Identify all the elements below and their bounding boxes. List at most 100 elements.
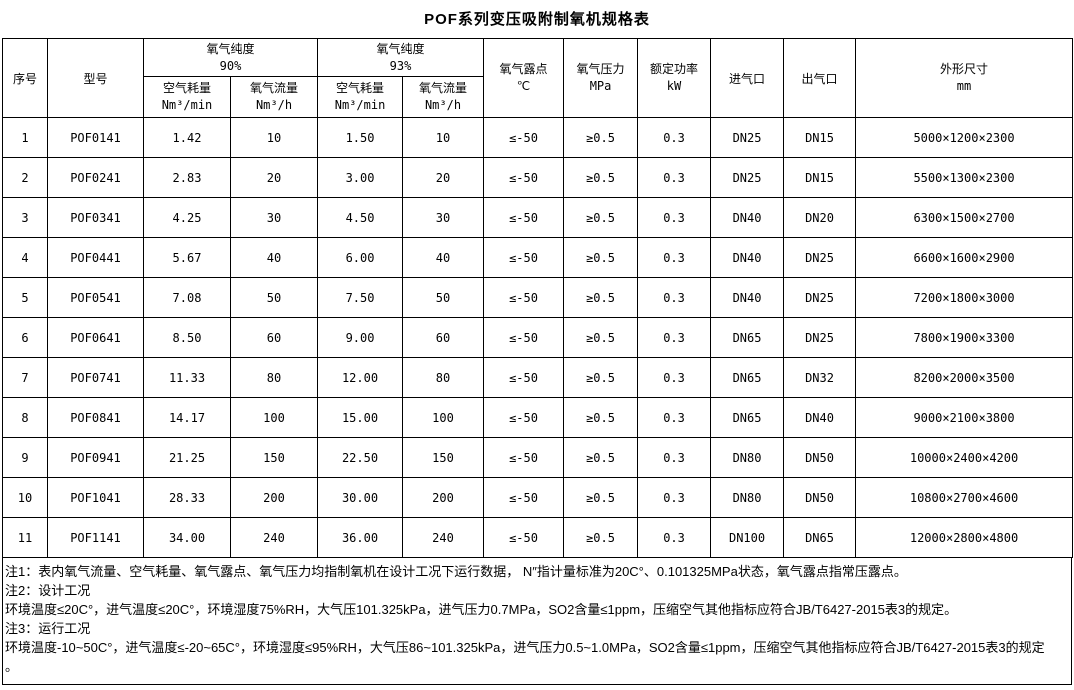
- table-cell: ≥0.5: [563, 357, 639, 398]
- table-cell: 150: [402, 437, 485, 478]
- table-cell: 4.50: [317, 197, 404, 238]
- col-header-inlet: 进气口: [710, 38, 785, 118]
- table-cell: 240: [402, 517, 485, 558]
- table-cell: 14.17: [143, 397, 231, 438]
- col-header-purity-90: 氧气纯度 90%: [142, 38, 319, 77]
- table-cell: DN40: [710, 197, 785, 238]
- col-header-purity-93: 氧气纯度 93%: [317, 38, 485, 77]
- table-cell: 40: [229, 237, 319, 278]
- table-cell: 3: [2, 197, 48, 238]
- table-cell: ≤-50: [483, 157, 565, 198]
- table-row: 5 POF0541 7.08 50 7.50 50 ≤-50 ≥0.5 0.3 DN40 DN25 7…: [2, 277, 1074, 318]
- col-header-outlet: 出气口: [783, 38, 857, 118]
- table-cell: 7.08: [143, 277, 231, 318]
- table-cell: 200: [402, 477, 485, 518]
- col-header-power: 额定功率 kW: [637, 38, 712, 118]
- table-cell: 0.3: [637, 117, 712, 158]
- table-cell: 0.3: [637, 277, 712, 318]
- oxygen-flow-label: 氧气流量: [419, 81, 468, 95]
- table-cell: POF0941: [47, 437, 144, 478]
- table-cell: 9.00: [317, 317, 404, 358]
- table-cell: 0.3: [637, 357, 712, 398]
- table-row: 2 POF0241 2.83 20 3.00 20 ≤-50 ≥0.5 0.3 DN25 DN15 5…: [2, 157, 1074, 198]
- col-header-pressure: 氧气压力 MPa: [563, 38, 639, 118]
- table-cell: DN40: [710, 277, 785, 318]
- table-cell: DN15: [783, 157, 857, 198]
- table-cell: DN25: [710, 117, 785, 158]
- table-row: 1 POF0141 1.42 10 1.50 10 ≤-50 ≥0.5 0.3 DN25 DN15 5…: [2, 117, 1074, 158]
- table-cell: 7.50: [317, 277, 404, 318]
- table-cell: DN80: [710, 477, 785, 518]
- table-cell: 34.00: [143, 517, 231, 558]
- table-cell: 0.3: [637, 197, 712, 238]
- spec-table: 序号 型号 氧气纯度 90% 氧气纯度 93% 氧气露点 ℃ 氧气压力 MPa: [2, 38, 1074, 558]
- table-cell: 4: [2, 237, 48, 278]
- table-cell: 3.00: [317, 157, 404, 198]
- oxygen-flow-unit: Nm³/h: [255, 98, 293, 112]
- note-2-title: 注2：设计工况: [5, 583, 91, 598]
- table-cell: POF0641: [47, 317, 144, 358]
- note-2-body: 环境温度≤20C°，进气温度≤20C°，环境湿度75%RH，大气压101.325…: [5, 602, 958, 617]
- table-cell: 6600×1600×2900: [855, 237, 1074, 278]
- table-cell: 10000×2400×4200: [855, 437, 1074, 478]
- table-cell: 60: [229, 317, 319, 358]
- table-cell: POF0141: [47, 117, 144, 158]
- table-body: 1 POF0141 1.42 10 1.50 10 ≤-50 ≥0.5 0.3 DN25 DN15 5…: [2, 117, 1074, 558]
- table-cell: DN20: [783, 197, 857, 238]
- table-cell: POF0541: [47, 277, 144, 318]
- table-cell: 7800×1900×3300: [855, 317, 1074, 358]
- table-cell: 100: [402, 397, 485, 438]
- table-cell: 5000×1200×2300: [855, 117, 1074, 158]
- table-cell: 80: [402, 357, 485, 398]
- col-header-oxygen-flow-93: 氧气流量 Nm³/h: [402, 76, 485, 118]
- table-cell: 12000×2800×4800: [855, 517, 1074, 558]
- table-cell: 0.3: [637, 237, 712, 278]
- power-label: 额定功率: [650, 62, 699, 76]
- table-cell: DN65: [710, 317, 785, 358]
- table-cell: 200: [229, 477, 319, 518]
- table-cell: 22.50: [317, 437, 404, 478]
- table-cell: DN100: [710, 517, 785, 558]
- dimensions-label: 外形尺寸: [940, 62, 989, 76]
- table-cell: DN65: [710, 397, 785, 438]
- table-cell: POF1141: [47, 517, 144, 558]
- notes: 注1：表内氧气流量、空气耗量、氧气露点、氧气压力均指制氧机在设计工况下运行数据，…: [2, 558, 1072, 685]
- note-1: 注1：表内氧气流量、空气耗量、氧气露点、氧气压力均指制氧机在设计工况下运行数据，…: [5, 564, 907, 579]
- table-cell: ≥0.5: [563, 157, 639, 198]
- table-cell: 7200×1800×3000: [855, 277, 1074, 318]
- table-cell: 2: [2, 157, 48, 198]
- note-3-body: 环境温度-10~50C°，进气温度≤-20~65C°，环境湿度≤95%RH，大气…: [5, 640, 1045, 655]
- table-cell: 0.3: [637, 317, 712, 358]
- table-cell: ≤-50: [483, 437, 565, 478]
- table-cell: 30: [402, 197, 485, 238]
- table-row: 7 POF0741 11.33 80 12.00 80 ≤-50 ≥0.5 0.3 DN65 DN3…: [2, 357, 1074, 398]
- table-cell: 150: [229, 437, 319, 478]
- table-cell: 40: [402, 237, 485, 278]
- table-row: 8 POF0841 14.17 100 15.00 100 ≤-50 ≥0.5 0.3 DN65 D…: [2, 397, 1074, 438]
- col-header-serial: 序号: [2, 38, 48, 118]
- table-cell: DN25: [783, 237, 857, 278]
- table-row: 4 POF0441 5.67 40 6.00 40 ≤-50 ≥0.5 0.3 DN40 DN25 6…: [2, 237, 1074, 278]
- purity-93-label: 氧气纯度: [376, 41, 425, 56]
- table-cell: 9000×2100×3800: [855, 397, 1074, 438]
- table-cell: 5500×1300×2300: [855, 157, 1074, 198]
- col-header-model: 型号: [47, 38, 144, 118]
- oxygen-flow-label: 氧气流量: [250, 81, 299, 95]
- table-cell: ≥0.5: [563, 277, 639, 318]
- table-cell: 4.25: [143, 197, 231, 238]
- table-cell: ≤-50: [483, 357, 565, 398]
- table-cell: 8.50: [143, 317, 231, 358]
- table-cell: 100: [229, 397, 319, 438]
- purity-90-label: 氧气纯度: [206, 41, 255, 56]
- power-unit: kW: [666, 79, 682, 93]
- table-cell: 28.33: [143, 477, 231, 518]
- table-cell: 11: [2, 517, 48, 558]
- note-3-end: 。: [5, 659, 19, 674]
- pressure-unit: MPa: [589, 79, 612, 93]
- table-cell: 1.42: [143, 117, 231, 158]
- table-cell: 2.83: [143, 157, 231, 198]
- table-cell: 10: [402, 117, 485, 158]
- table-cell: ≥0.5: [563, 517, 639, 558]
- table-cell: POF0341: [47, 197, 144, 238]
- table-cell: 8: [2, 397, 48, 438]
